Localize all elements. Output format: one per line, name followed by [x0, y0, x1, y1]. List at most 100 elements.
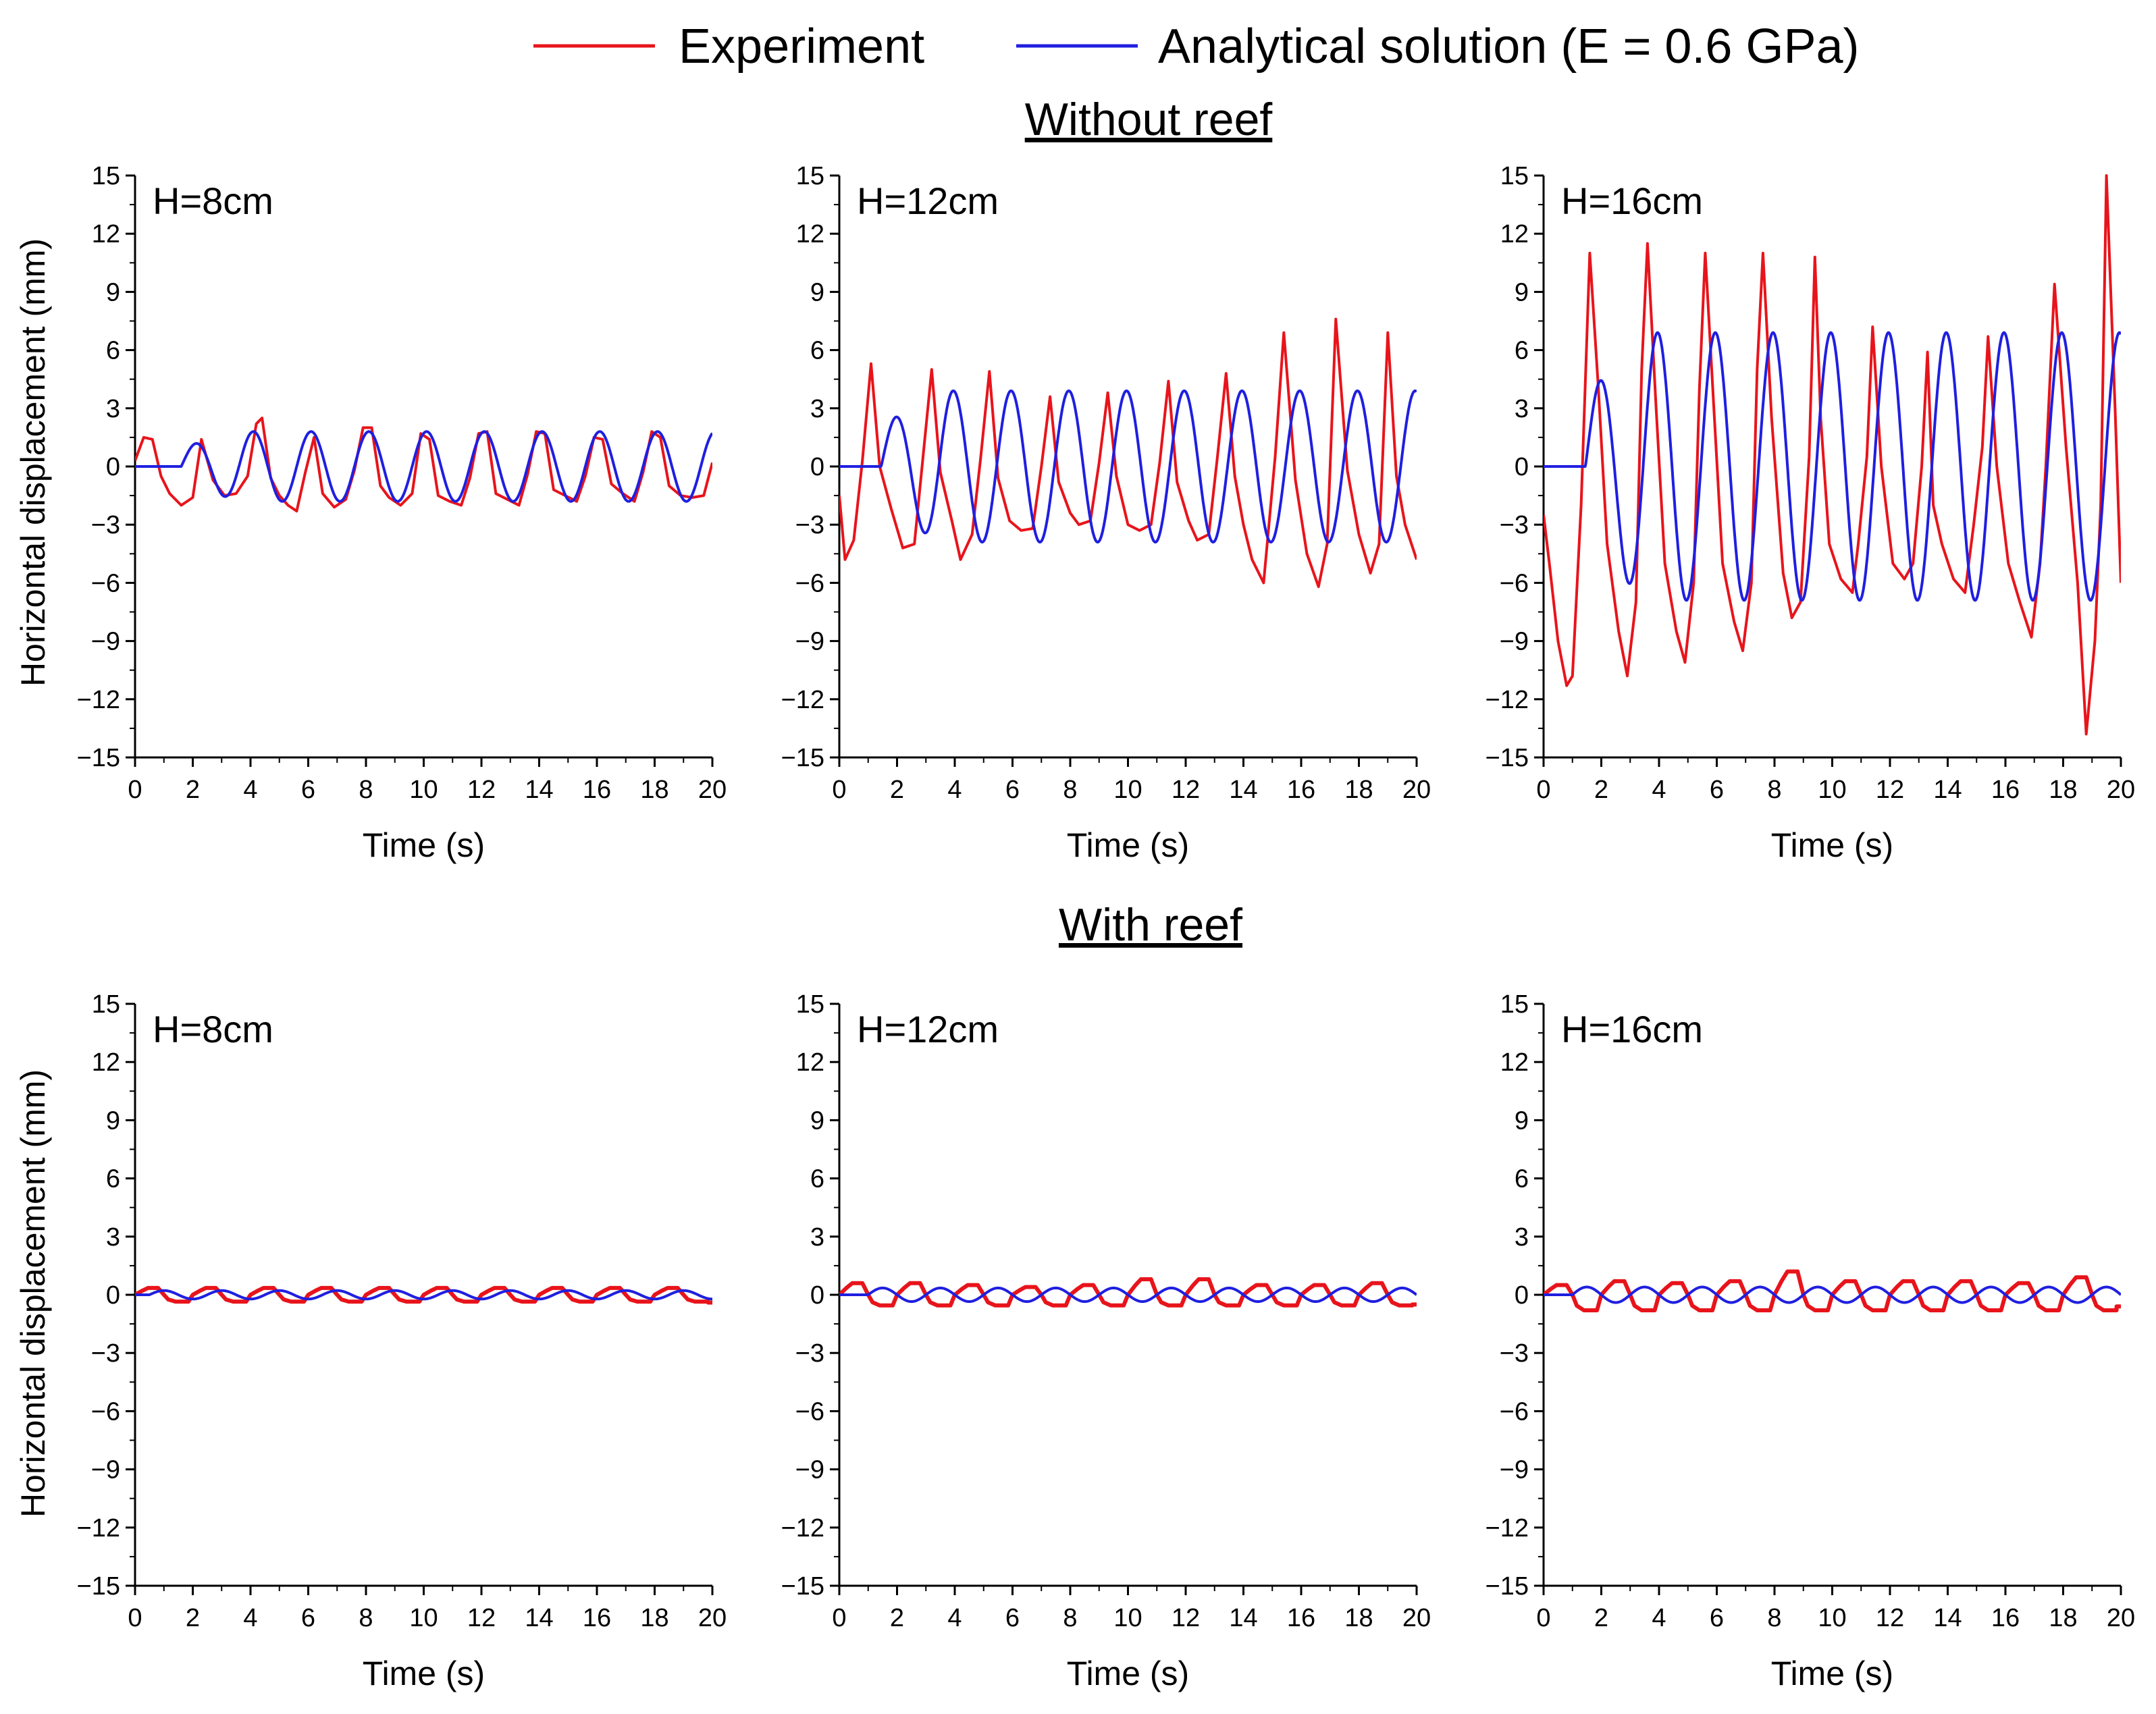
- y-tick-label: 6: [1515, 337, 1529, 365]
- y-tick-label: −15: [781, 1572, 824, 1601]
- y-tick-label: 0: [106, 1281, 120, 1310]
- analytical-series-line: [1544, 1285, 2121, 1304]
- x-tick-label: 18: [2049, 776, 2077, 804]
- x-tick-label: 4: [243, 1604, 257, 1632]
- x-tick-label: 6: [301, 1604, 315, 1632]
- y-tick-label: −3: [91, 511, 120, 539]
- y-tick-label: 0: [1515, 1281, 1529, 1310]
- y-tick-label: −3: [1500, 511, 1529, 539]
- y-tick-label: 6: [106, 337, 120, 365]
- x-tick-label: 12: [1876, 776, 1904, 804]
- x-tick-label: 2: [186, 776, 200, 804]
- x-tick-label: 4: [1652, 1604, 1666, 1632]
- y-tick-label: 6: [810, 337, 824, 365]
- experiment-series-line: [135, 417, 712, 513]
- x-tick-label: 2: [890, 1604, 904, 1632]
- x-axis-title: Time (s): [1771, 1655, 1893, 1692]
- plot-area: [839, 1277, 1417, 1308]
- y-tick-label: −15: [77, 1572, 120, 1601]
- y-tick-label: −12: [1485, 686, 1529, 714]
- y-tick-label: 15: [796, 990, 824, 1019]
- x-tick-label: 18: [640, 1604, 668, 1632]
- y-tick-label: −12: [781, 1514, 824, 1543]
- x-tick-label: 16: [1287, 776, 1315, 804]
- x-tick-label: 4: [947, 1604, 962, 1632]
- y-tick-label: −9: [795, 1456, 824, 1484]
- y-axis-title-bottom: Horizontal displacement (mm): [14, 1069, 52, 1518]
- x-tick-label: 12: [467, 1604, 496, 1632]
- y-tick-label: −6: [91, 1397, 120, 1426]
- x-tick-label: 2: [1594, 776, 1608, 804]
- x-tick-label: 10: [1113, 776, 1142, 804]
- x-axis-title: Time (s): [363, 826, 485, 864]
- x-tick-label: 6: [1005, 776, 1020, 804]
- x-tick-label: 4: [1652, 776, 1666, 804]
- y-tick-label: 12: [1500, 220, 1529, 248]
- y-tick-label: −9: [1500, 628, 1529, 656]
- y-tick-label: 15: [1500, 162, 1529, 190]
- analytical-series-line: [1544, 331, 2121, 602]
- y-tick-label: 6: [106, 1165, 120, 1194]
- y-tick-label: −15: [781, 744, 824, 772]
- x-tick-label: 0: [1536, 1604, 1550, 1632]
- analytical-series-line: [135, 1289, 712, 1301]
- y-tick-label: −6: [795, 569, 824, 597]
- x-tick-label: 12: [1876, 1604, 1904, 1632]
- x-tick-label: 10: [409, 1604, 438, 1632]
- y-tick-label: −9: [1500, 1456, 1529, 1484]
- x-tick-label: 8: [359, 1604, 373, 1632]
- panel-1: 15 12 9 6 3 0 −3 −6 −9 −12 −15 0 2 4 6 8 10 12 14 16 18 20 Tim…: [77, 162, 727, 864]
- y-tick-label: −12: [1485, 1514, 1529, 1543]
- x-axis-title: Time (s): [1067, 826, 1189, 864]
- y-tick-label: 12: [1500, 1048, 1529, 1077]
- y-tick-label: −9: [91, 628, 120, 656]
- x-tick-label: 2: [890, 776, 904, 804]
- y-tick-label: 0: [810, 1281, 824, 1310]
- y-tick-label: −3: [795, 1339, 824, 1368]
- x-tick-label: 20: [2107, 776, 2135, 804]
- y-tick-label: 3: [1515, 395, 1529, 423]
- y-tick-label: −6: [91, 569, 120, 597]
- y-tick-label: −12: [781, 686, 824, 714]
- y-tick-label: 9: [1515, 1106, 1529, 1135]
- legend: Experiment Analytical solution (E = 0.6 …: [533, 20, 1860, 74]
- y-tick-label: 12: [796, 1048, 824, 1077]
- x-tick-label: 16: [583, 776, 611, 804]
- x-tick-label: 18: [2049, 1604, 2077, 1632]
- x-tick-label: 2: [186, 1604, 200, 1632]
- y-tick-label: −6: [1500, 1397, 1529, 1426]
- y-tick-label: 15: [92, 990, 120, 1019]
- x-tick-label: 20: [698, 776, 727, 804]
- x-axis-title: Time (s): [363, 1655, 485, 1692]
- x-tick-label: 0: [128, 1604, 142, 1632]
- x-tick-label: 18: [1344, 1604, 1373, 1632]
- plot-area: [135, 1285, 712, 1305]
- x-tick-label: 16: [1991, 1604, 2020, 1632]
- y-tick-label: 9: [1515, 278, 1529, 306]
- panel-title: H=16cm: [1561, 180, 1703, 222]
- x-tick-label: 12: [1172, 776, 1200, 804]
- x-tick-label: 14: [1229, 776, 1257, 804]
- y-tick-label: −15: [1485, 1572, 1529, 1601]
- x-tick-label: 4: [243, 776, 257, 804]
- y-tick-label: −3: [1500, 1339, 1529, 1368]
- x-tick-label: 20: [1402, 1604, 1431, 1632]
- y-tick-label: −15: [77, 744, 120, 772]
- y-tick-label: −3: [795, 511, 824, 539]
- x-tick-label: 6: [1710, 1604, 1724, 1632]
- y-tick-label: 9: [106, 278, 120, 306]
- y-tick-label: 3: [106, 395, 120, 423]
- y-tick-label: 3: [810, 1223, 824, 1252]
- x-tick-label: 14: [525, 1604, 553, 1632]
- panel-title: H=12cm: [857, 180, 999, 222]
- y-tick-label: −9: [91, 1456, 120, 1484]
- y-tick-label: 0: [106, 453, 120, 481]
- x-tick-label: 14: [1933, 776, 1962, 804]
- x-tick-label: 6: [301, 776, 315, 804]
- x-tick-label: 2: [1594, 1604, 1608, 1632]
- panel-title: H=8cm: [153, 1008, 273, 1050]
- y-tick-label: 9: [106, 1106, 120, 1135]
